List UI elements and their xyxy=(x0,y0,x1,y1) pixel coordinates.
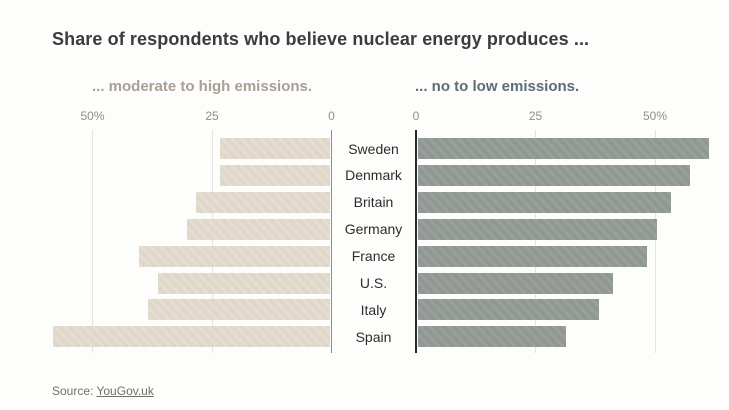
bar-right-italy xyxy=(417,299,600,321)
country-label-britain: Britain xyxy=(353,194,394,211)
tick-label-left-0: 50% xyxy=(80,109,105,123)
bar-right-germany xyxy=(417,218,657,240)
bar-right-denmark xyxy=(417,164,690,186)
country-label-italy: Italy xyxy=(360,301,387,318)
gridline-right-25 xyxy=(535,130,536,353)
bar-left-denmark xyxy=(220,164,330,186)
legend-left-subtitle: ... moderate to high emissions. xyxy=(92,78,313,95)
bar-right-us xyxy=(417,272,614,294)
country-label-france: France xyxy=(351,248,396,265)
gridline-right-50 xyxy=(654,130,656,353)
bar-left-italy xyxy=(148,299,330,321)
gridline-left-25 xyxy=(211,130,213,353)
bar-right-britain xyxy=(417,191,671,213)
bar-right-spain xyxy=(417,326,566,348)
legend-right-subtitle: ... no to low emissions. xyxy=(415,78,580,95)
country-label-sweden: Sweden xyxy=(348,140,399,157)
source-link[interactable]: YouGov.uk xyxy=(96,384,154,398)
source-note: Source: YouGov.uk xyxy=(52,384,154,398)
bar-left-britain xyxy=(196,191,330,213)
bar-right-france xyxy=(417,245,647,267)
bar-left-france xyxy=(138,245,330,267)
country-label-us: U.S. xyxy=(359,275,388,291)
tick-label-left-1: 25 xyxy=(205,109,219,123)
bar-right-sweden xyxy=(417,138,710,159)
country-label-spain: Spain xyxy=(355,328,392,345)
tick-label-right-1: 25 xyxy=(528,109,543,123)
country-label-denmark: Denmark xyxy=(345,167,402,184)
tick-label-left-2: 0 xyxy=(328,109,335,123)
gridline-left-50 xyxy=(92,130,93,353)
tick-label-right-2: 50% xyxy=(642,109,668,123)
source-prefix: Source: xyxy=(52,384,97,398)
left-zero-axis xyxy=(330,130,333,353)
chart-title: Share of respondents who believe nuclear… xyxy=(52,29,590,49)
tick-label-right-0: 0 xyxy=(412,109,420,123)
bar-left-spain xyxy=(52,326,330,348)
country-label-germany: Germany xyxy=(344,221,403,238)
right-zero-axis xyxy=(415,130,417,353)
bar-left-us xyxy=(157,272,330,294)
bar-left-germany xyxy=(186,218,330,240)
bar-left-sweden xyxy=(220,138,330,159)
